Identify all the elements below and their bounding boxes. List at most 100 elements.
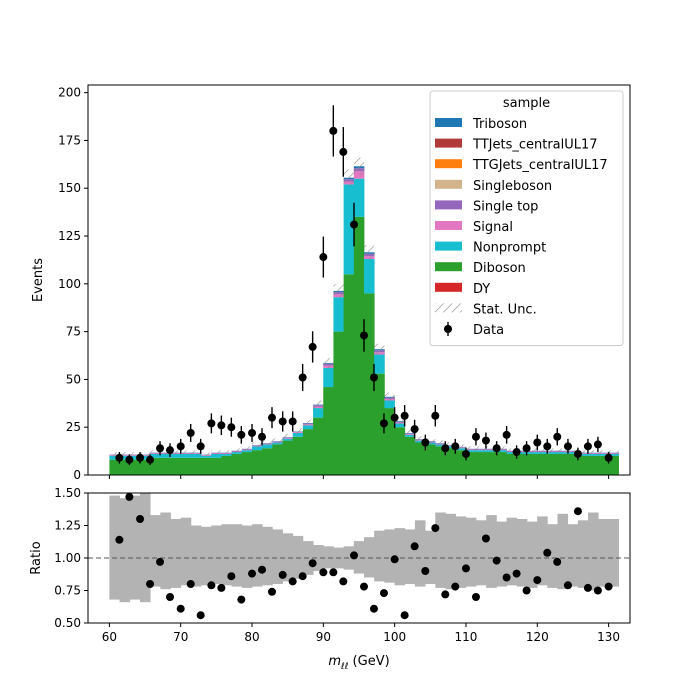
ratio-point	[196, 611, 205, 620]
ratio-point	[379, 589, 388, 598]
ratio-band-bin	[516, 519, 528, 587]
bar-nonprompt	[201, 455, 212, 458]
ratio-uncertainty-band	[109, 493, 619, 603]
data-point	[196, 442, 205, 451]
ratio-point	[481, 534, 490, 543]
data-point	[258, 432, 267, 441]
ratio-band-bin	[363, 537, 375, 578]
ratio-band-bin	[526, 521, 538, 588]
bar-nonprompt	[170, 453, 182, 458]
main-axes-frame	[87, 84, 631, 476]
legend-label: Single top	[473, 199, 538, 214]
data-point	[533, 438, 542, 447]
ratio-band-bin	[262, 526, 273, 586]
bar-nonprompt	[384, 400, 395, 409]
ratio-point	[461, 564, 470, 573]
ratio-band-bin	[414, 520, 426, 587]
stat-unc-bin	[119, 452, 130, 457]
bar-diboson	[588, 455, 599, 475]
data-point	[217, 421, 226, 430]
bar-diboson	[262, 448, 273, 475]
ratio-point	[553, 557, 562, 566]
stat-unc-bin	[292, 428, 303, 435]
stat-unc-bin	[526, 448, 538, 454]
bar-diboson	[180, 457, 192, 475]
stat-unc-bin	[567, 448, 578, 454]
ratio-point	[390, 555, 399, 564]
ratio-band-bin	[404, 529, 416, 584]
stat-unc-bin	[241, 446, 252, 452]
bar-nonprompt	[323, 367, 334, 388]
ratio-point	[115, 535, 124, 544]
bar-diboson	[150, 457, 161, 475]
bar-diboson	[231, 453, 243, 475]
stat-unc-bin	[363, 245, 375, 260]
ratio-band-bin	[272, 529, 283, 584]
bar-nonprompt	[333, 297, 345, 332]
ratio-point	[329, 568, 338, 577]
bar-diboson	[282, 440, 294, 475]
x-tick-label: 130	[597, 630, 620, 644]
ratio-point	[207, 581, 216, 590]
data-point	[237, 430, 246, 439]
legend-entry: Nonprompt	[435, 241, 546, 256]
ratio-point	[543, 548, 552, 557]
stat-unc-bin	[516, 448, 527, 454]
legend-label: Triboson	[472, 117, 527, 132]
stat-unc-band	[109, 157, 619, 457]
data-point	[156, 444, 165, 453]
data-point	[319, 253, 328, 262]
main-panel: 0 25 50 75 100 125 150 175 200 Events sample Tri…	[31, 84, 631, 482]
data-point	[227, 423, 236, 432]
stat-unc-bin	[506, 448, 517, 454]
bar-nonprompt	[160, 453, 171, 458]
stat-unc-bin	[465, 446, 477, 452]
ratio-point	[278, 570, 287, 579]
ratio-band-bin	[455, 516, 467, 588]
stat-unc-bin	[313, 400, 324, 409]
ratio-point	[339, 577, 348, 586]
ratio-band-bin	[486, 515, 497, 588]
data-point	[146, 455, 155, 464]
bar-diboson	[526, 453, 538, 475]
legend-entry: Singleboson	[435, 179, 552, 194]
ratio-point	[237, 595, 246, 604]
ratio-band-bin	[547, 524, 558, 588]
legend-label: Singleboson	[473, 179, 552, 194]
bar-diboson	[394, 427, 406, 475]
data-point	[451, 442, 460, 451]
ratio-band-bin	[313, 545, 324, 571]
bar-diboson	[333, 331, 345, 475]
ratio-point	[166, 593, 175, 601]
bar-diboson	[221, 455, 233, 475]
data-point	[390, 413, 399, 422]
ratio-point	[125, 492, 134, 501]
stat-unc-bin	[547, 448, 558, 454]
ratio-band-bin	[129, 495, 141, 600]
stat-unc-bin	[537, 448, 548, 454]
data-point	[421, 438, 430, 447]
data-point	[339, 147, 348, 156]
bar-diboson	[139, 459, 151, 475]
ratio-point	[227, 572, 236, 581]
ratio-point	[217, 583, 226, 592]
stat-unc-bin	[251, 442, 263, 448]
ratio-band-bin	[160, 512, 171, 590]
legend-entries: Triboson TTJets_centralUL17 TTGJets_centra…	[435, 117, 608, 338]
bar-diboson	[302, 429, 314, 475]
stat-unc-bin	[557, 448, 568, 454]
ratio-band-bin	[180, 517, 192, 586]
legend-entry: Single top	[435, 199, 538, 214]
data-point	[583, 442, 592, 451]
bar-diboson	[363, 293, 375, 475]
ratio-band-bin	[425, 530, 436, 584]
bar-nonprompt	[190, 453, 202, 458]
y-tick-label: 75	[66, 325, 81, 339]
data-point	[166, 446, 175, 455]
ratio-band-bin	[282, 533, 294, 582]
bar-diboson	[537, 453, 548, 475]
bar-nonprompt	[302, 425, 314, 430]
ratio-y-axis-label: Ratio	[29, 541, 44, 574]
bar-nonprompt	[598, 453, 609, 456]
bar-diboson	[577, 455, 589, 475]
